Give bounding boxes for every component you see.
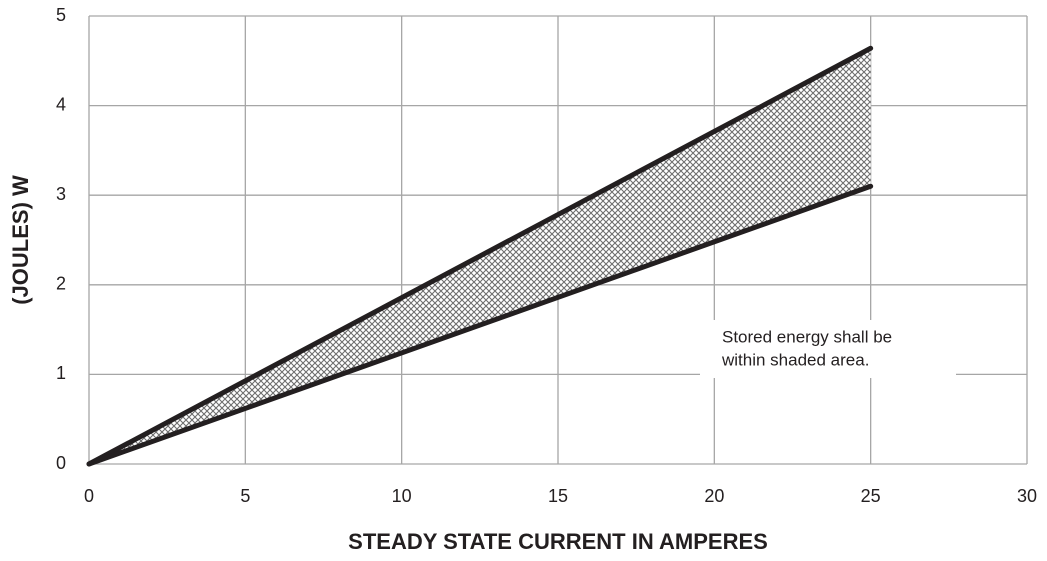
x-tick-label: 20: [704, 486, 724, 506]
y-tick-label: 5: [56, 5, 66, 25]
x-tick-label: 15: [548, 486, 568, 506]
x-tick-label: 30: [1017, 486, 1037, 506]
y-tick-label: 0: [56, 453, 66, 473]
y-tick-label: 4: [56, 94, 66, 114]
annotation: within shaded area.: [721, 350, 869, 369]
x-axis-title: STEADY STATE CURRENT IN AMPERES: [348, 529, 768, 554]
y-tick-label: 2: [56, 274, 66, 294]
x-tick-label: 25: [861, 486, 881, 506]
series-line: [86, 183, 874, 467]
x-tick-label: 0: [84, 486, 94, 506]
x-tick-label: 5: [240, 486, 250, 506]
annotation-box: [700, 320, 956, 378]
y-axis-title: (JOULES) W: [8, 175, 33, 305]
annotation: Stored energy shall be: [722, 327, 892, 346]
x-tick-label: 10: [392, 486, 412, 506]
y-tick-label: 1: [56, 363, 66, 383]
series-line: [86, 45, 874, 467]
y-tick-label: 3: [56, 184, 66, 204]
